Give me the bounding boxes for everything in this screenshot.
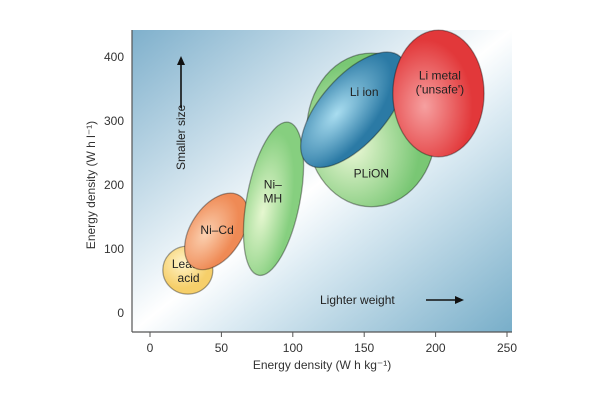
- x-tick-label: 100: [283, 341, 303, 355]
- region-label: Ni–Cd: [200, 223, 233, 237]
- region-ellipse: [183, 192, 249, 271]
- annotation-lighter-weight: Lighter weight: [320, 293, 464, 307]
- y-tick-label: 400: [104, 50, 124, 64]
- region-ni-cd: Ni–Cd: [183, 192, 249, 271]
- x-tick-label: 250: [497, 341, 517, 355]
- region-li-ion: Li ion: [300, 51, 407, 169]
- y-tick-label: 200: [104, 178, 124, 192]
- right-arrow-head: [455, 296, 464, 304]
- y-axis-label: Energy density (W h l⁻¹): [84, 121, 98, 249]
- region-label: Ni–: [264, 177, 282, 191]
- region-ellipse: [300, 51, 407, 169]
- x-axis-label: Energy density (W h kg⁻¹): [253, 358, 391, 372]
- x-tick-label: 200: [426, 341, 446, 355]
- region-label: Li ion: [350, 85, 379, 99]
- svg-text:Smaller size: Smaller size: [174, 104, 188, 170]
- region-label: ('unsafe'): [416, 83, 465, 97]
- region-ellipse: [242, 121, 305, 277]
- up-arrow-head: [177, 56, 185, 65]
- annotation-smaller-size: Smaller size: [174, 56, 188, 170]
- y-tick-label: 100: [104, 242, 124, 256]
- y-tick-label: 0: [117, 306, 124, 320]
- region-ellipse: [392, 29, 485, 158]
- y-tick-label: 300: [104, 114, 124, 128]
- region-label: acid: [178, 271, 200, 285]
- region-ni-mh: Ni–MH: [242, 121, 305, 277]
- region-label: MH: [263, 191, 282, 205]
- x-tick-label: 0: [147, 341, 154, 355]
- region-label: PLiON: [354, 166, 389, 180]
- x-tick-label: 50: [215, 341, 229, 355]
- svg-text:Lighter weight: Lighter weight: [320, 293, 395, 307]
- region-label: Li metal: [419, 69, 461, 83]
- region-li-metal-unsafe: Li metal('unsafe'): [392, 29, 485, 158]
- x-tick-label: 150: [354, 341, 374, 355]
